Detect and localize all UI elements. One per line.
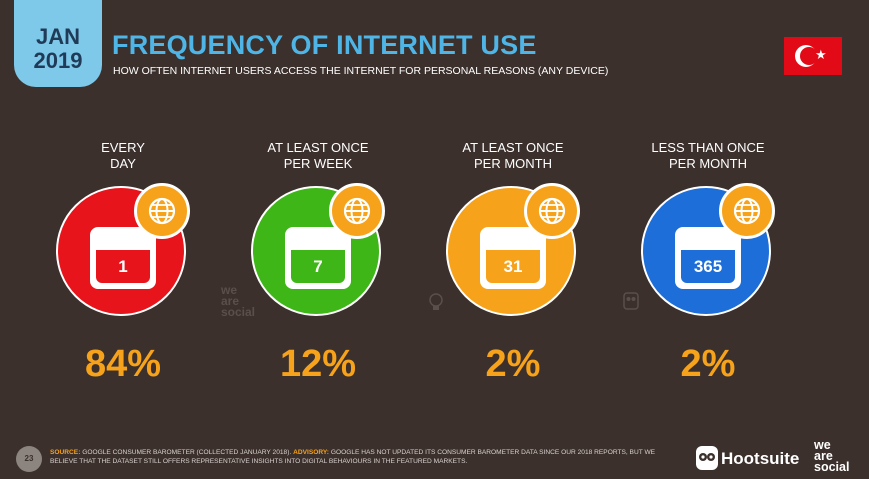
frequency-card-weekly: AT LEAST ONCE PER WEEK 7 12% [223,140,413,390]
globe-icon [524,183,580,239]
calendar-icon: 7 [285,227,351,289]
owl-watermark-icon [623,292,639,315]
lightbulb-watermark-icon [428,292,444,317]
frequency-card-monthly: AT LEAST ONCE PER MONTH 31 2% [418,140,608,390]
calendar-circle: 365 [641,186,771,316]
calendar-value: 365 [681,250,735,283]
percent-value: 2% [680,343,736,385]
card-label: LESS THAN ONCE PER MONTH [651,140,765,171]
calendar-value: 31 [486,250,540,283]
calendar-icon: 31 [480,227,546,289]
turkey-flag-icon: ★ [784,37,842,75]
globe-icon [329,183,385,239]
calendar-value: 1 [96,250,150,283]
we-are-social-watermark: we are social [221,283,256,319]
percent-value: 84% [84,343,162,385]
page-subtitle: HOW OFTEN INTERNET USERS ACCESS THE INTE… [113,65,609,77]
calendar-value: 7 [291,250,345,283]
date-year: 2019 [33,48,83,73]
hootsuite-owl-icon [696,446,718,470]
calendar-icon: 365 [675,227,741,289]
date-tab: JAN 2019 [14,0,102,87]
globe-icon [719,183,775,239]
card-label: AT LEAST ONCE PER MONTH [462,140,564,171]
page-title: FREQUENCY OF INTERNET USE [112,30,537,60]
percent-value: 12% [279,343,357,385]
source-note: SOURCE: GOOGLE CONSUMER BAROMETER (COLLE… [50,449,656,465]
frequency-card-every-day: EVERY DAY 1 84% [28,140,218,390]
hootsuite-logo: Hootsuite [721,449,800,468]
we-are-social-logo: we are social [814,438,850,474]
globe-icon [134,183,190,239]
card-label: EVERY DAY [101,140,145,171]
card-label: AT LEAST ONCE PER WEEK [267,140,369,171]
page-number: 23 [16,446,42,472]
calendar-icon: 1 [90,227,156,289]
date-month: JAN [35,24,80,49]
percent-value: 2% [485,343,541,385]
frequency-card-less-than-monthly: LESS THAN ONCE PER MONTH 365 2% [613,140,803,390]
